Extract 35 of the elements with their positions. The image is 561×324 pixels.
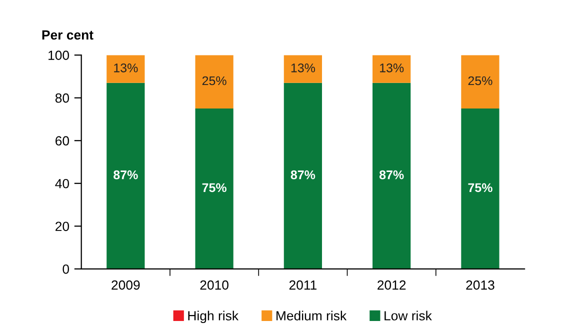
data-label: 13% [114, 63, 138, 72]
legend-label: High risk [188, 310, 239, 324]
data-label: 87% [379, 170, 404, 180]
y-tick-label: 20 [56, 222, 70, 232]
bar [106, 82, 145, 269]
y-tick-label: 0 [62, 264, 70, 274]
bar [461, 108, 500, 269]
data-label: 75% [202, 183, 226, 192]
bar [461, 55, 500, 109]
x-tick-label: 2013 [466, 280, 494, 290]
bar [284, 55, 322, 83]
data-label: 25% [468, 76, 492, 86]
x-tick-label: 2010 [200, 280, 228, 290]
y-tick-label: 80 [55, 93, 70, 103]
data-label: 13% [380, 63, 404, 72]
y-tick-label: 40 [55, 178, 70, 188]
legend-label: Low risk [384, 310, 432, 320]
bar [372, 55, 411, 83]
y-axis-title: Per cent [42, 30, 94, 40]
y-tick-label: 60 [56, 136, 70, 146]
bar [284, 82, 322, 269]
data-label: 87% [290, 170, 316, 180]
bar [195, 108, 234, 269]
bar [372, 82, 411, 269]
bar [106, 55, 145, 83]
x-tick-label: 2009 [112, 280, 140, 290]
y-tick-label: 100 [48, 50, 70, 60]
legend-label: Medium risk [276, 310, 347, 320]
data-label: 87% [114, 170, 138, 180]
x-tick-label: 2012 [378, 280, 406, 290]
bar [195, 55, 234, 109]
data-label: 75% [468, 183, 492, 192]
data-label: 25% [202, 76, 226, 86]
data-label: 13% [291, 63, 316, 72]
x-tick-label: 2011 [289, 280, 316, 290]
